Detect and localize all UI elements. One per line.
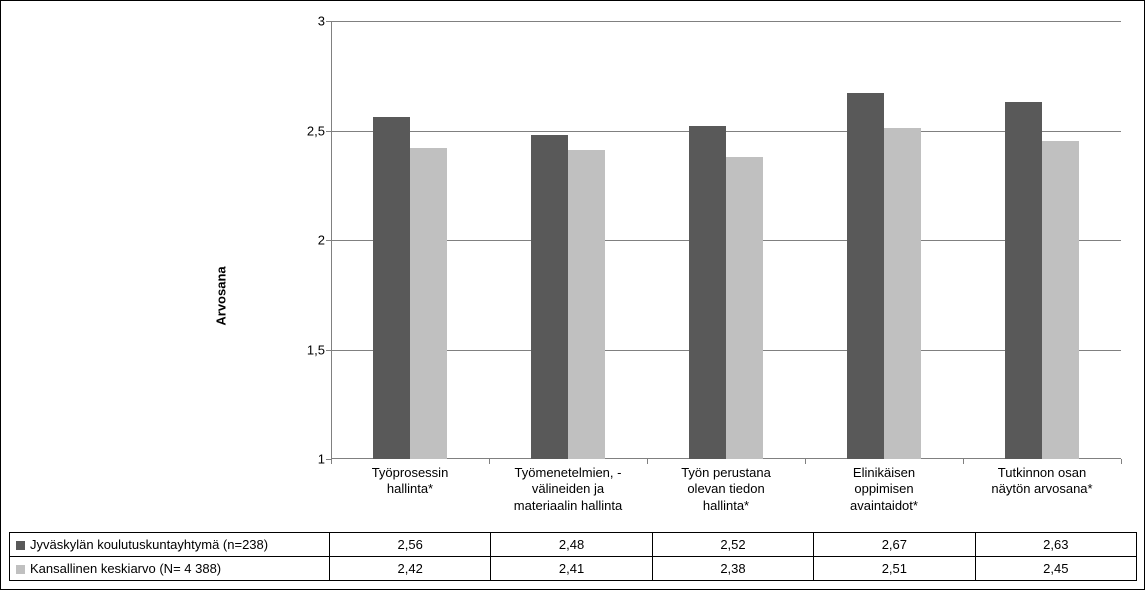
- data-cell: 2,45: [975, 557, 1136, 581]
- data-cell: 2,52: [652, 533, 813, 557]
- data-cell: 2,41: [491, 557, 652, 581]
- bar-series1: [531, 135, 568, 459]
- bar-series1: [689, 126, 726, 459]
- data-cell: 2,51: [814, 557, 975, 581]
- data-table: Jyväskylän koulutuskuntayhtymä (n=238) 2,…: [9, 473, 1137, 582]
- data-cell: 2,56: [330, 533, 491, 557]
- ytick-label: 2,5: [307, 123, 325, 138]
- table-row: Kansallinen keskiarvo (N= 4 388) 2,422,41…: [10, 557, 1137, 581]
- bar-series1: [1005, 102, 1042, 459]
- ytick-label: 1,5: [307, 342, 325, 357]
- ytick-label: 3: [318, 14, 325, 29]
- data-cell: 2,63: [975, 533, 1136, 557]
- ytick-label: 2: [318, 233, 325, 248]
- bar-series1: [847, 93, 884, 459]
- legend-swatch-light: [16, 565, 25, 574]
- bar-series2: [884, 128, 921, 459]
- bar-series2: [410, 148, 447, 459]
- legend-swatch-dark: [16, 541, 25, 550]
- bar-series2: [568, 150, 605, 459]
- series-name: Jyväskylän koulutuskuntayhtymä (n=238): [30, 537, 268, 552]
- data-cell: 2,38: [652, 557, 813, 581]
- gridline: [331, 131, 1121, 132]
- data-cell: 2,48: [491, 533, 652, 557]
- chart-wrapper: Arvosana 11,522,53Työprosessinhallinta*T…: [1, 1, 1145, 591]
- bar-series2: [726, 157, 763, 459]
- bar-series2: [1042, 141, 1079, 459]
- chart-container: Arvosana 11,522,53Työprosessinhallinta*T…: [0, 0, 1145, 590]
- data-cell: 2,42: [330, 557, 491, 581]
- ytick-label: 1: [318, 452, 325, 467]
- plot-area: 11,522,53Työprosessinhallinta*Työmenetel…: [331, 21, 1121, 459]
- series-name: Kansallinen keskiarvo (N= 4 388): [30, 561, 221, 576]
- table-row: Jyväskylän koulutuskuntayhtymä (n=238) 2,…: [10, 533, 1137, 557]
- gridline: [331, 21, 1121, 22]
- y-axis-label: Arvosana: [214, 266, 229, 325]
- data-cell: 2,67: [814, 533, 975, 557]
- bar-series1: [373, 117, 410, 459]
